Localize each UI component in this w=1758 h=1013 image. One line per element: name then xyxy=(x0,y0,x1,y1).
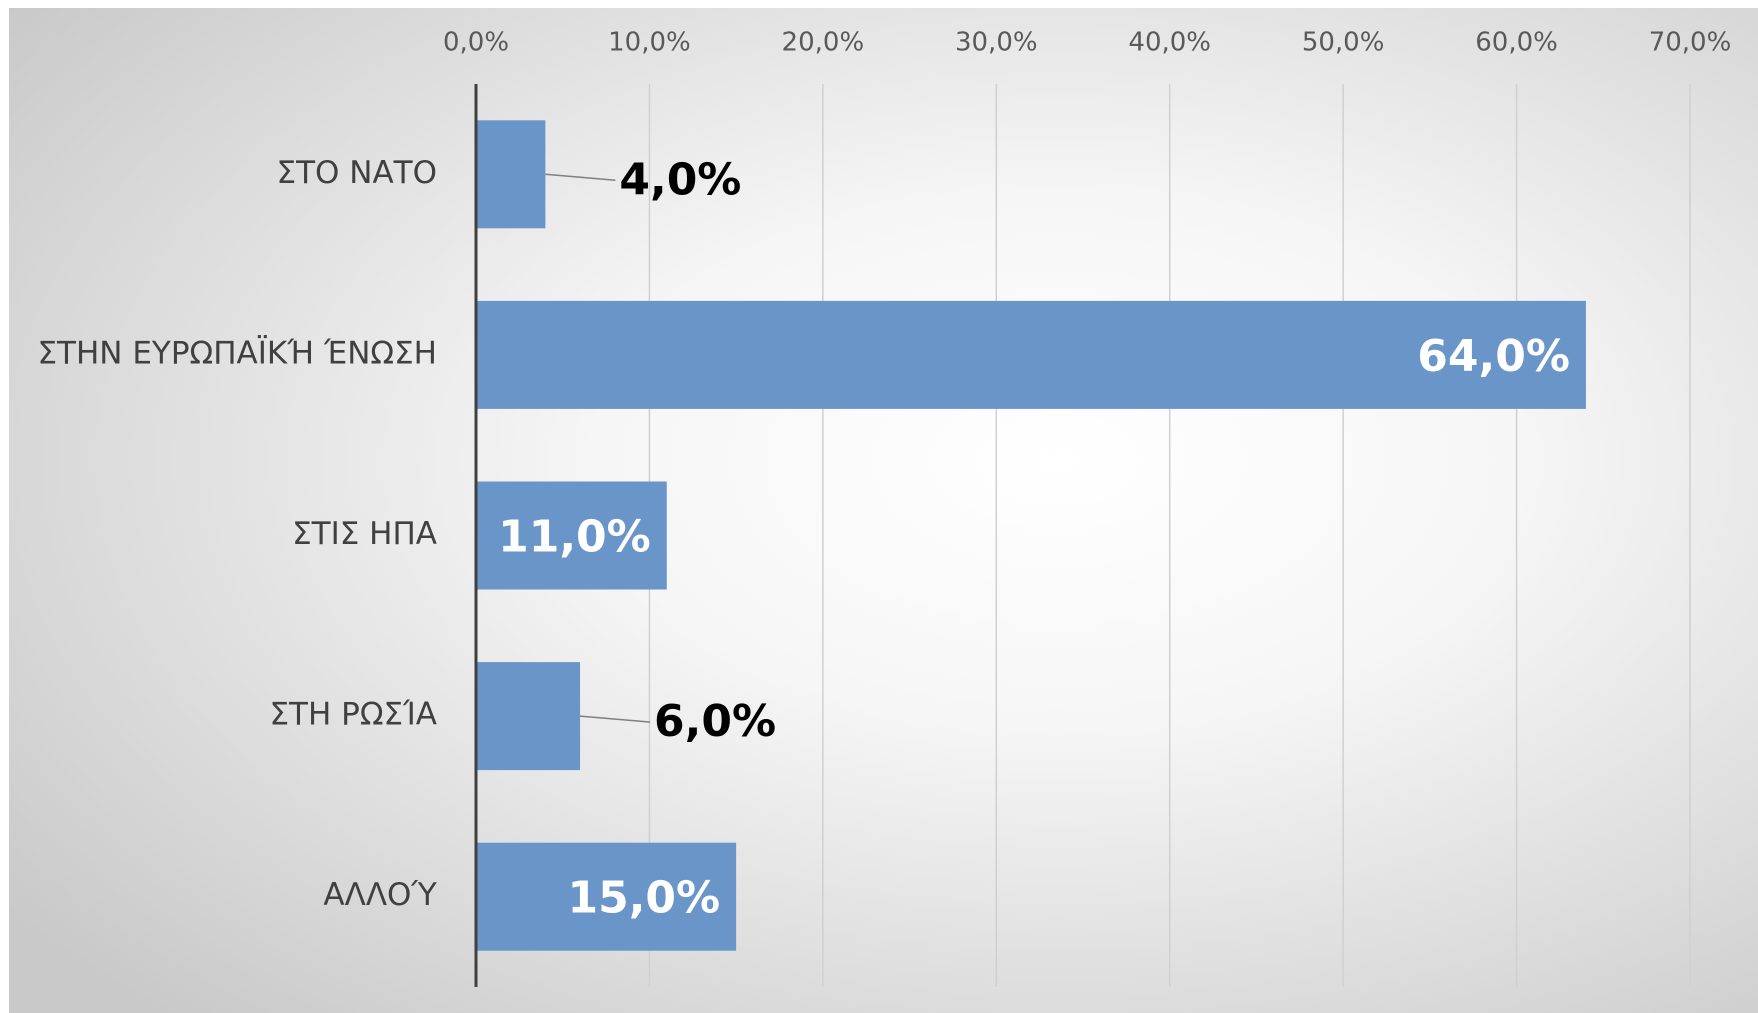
x-tick-label: 0,0% xyxy=(443,28,509,58)
bar xyxy=(476,842,737,951)
x-tick-label: 20,0% xyxy=(782,28,865,58)
x-tick-label: 40,0% xyxy=(1128,28,1211,58)
background xyxy=(9,8,1758,1013)
bar xyxy=(476,481,667,590)
bar xyxy=(476,300,1586,409)
x-tick-label: 50,0% xyxy=(1302,28,1385,58)
value-label: 11,0% xyxy=(498,512,651,563)
y-tick-label: ΣΤΙΣ ΗΠΑ xyxy=(292,516,437,552)
leader-line xyxy=(579,715,651,723)
x-tick-label: 70,0% xyxy=(1649,28,1732,58)
leader-line xyxy=(545,173,616,182)
value-label: 6,0% xyxy=(654,696,776,747)
y-tick-label: ΣΤΗΝ ΕΥΡΩΠΑΪΚΉ ΈΝΩΣΗ xyxy=(37,335,437,371)
value-label: 64,0% xyxy=(1417,331,1570,382)
y-tick-label: ΣΤΗ ΡΩΣΊΑ xyxy=(269,697,437,733)
x-tick-label: 60,0% xyxy=(1475,28,1558,58)
x-tick-label: 30,0% xyxy=(955,28,1038,58)
value-label: 15,0% xyxy=(567,873,720,924)
y-tick-label: ΑΛΛΟΎ xyxy=(323,877,437,913)
value-label: 4,0% xyxy=(619,154,741,205)
bar xyxy=(476,120,546,229)
bar xyxy=(476,662,581,771)
y-tick-label: ΣΤΟ ΝΑΤΟ xyxy=(276,155,437,191)
x-tick-label: 10,0% xyxy=(608,28,691,58)
